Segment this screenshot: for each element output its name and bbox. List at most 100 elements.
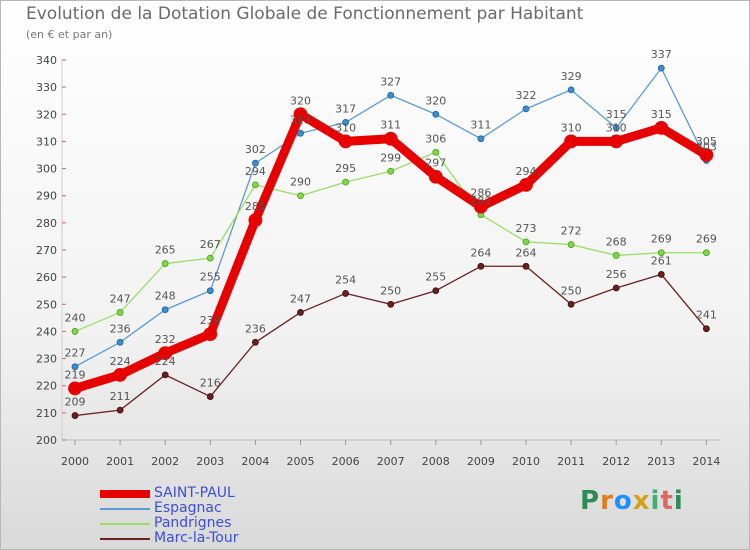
data-point xyxy=(161,306,169,314)
data-label: 311 xyxy=(470,119,491,132)
y-tick-label: 330 xyxy=(36,81,57,94)
data-point xyxy=(654,120,669,135)
data-label: 315 xyxy=(651,108,672,121)
x-tick-label: 2002 xyxy=(151,455,179,468)
y-tick-label: 260 xyxy=(36,271,57,284)
data-point xyxy=(297,309,304,316)
data-label: 264 xyxy=(516,246,537,259)
data-label: 311 xyxy=(380,119,401,132)
data-point xyxy=(522,262,530,270)
data-label: 247 xyxy=(290,292,311,305)
data-label: 241 xyxy=(696,309,717,322)
data-point xyxy=(522,238,530,246)
data-label: 219 xyxy=(65,368,86,381)
data-label: 320 xyxy=(290,94,311,107)
data-point xyxy=(251,159,259,167)
data-label: 265 xyxy=(155,244,176,257)
data-point xyxy=(522,105,530,113)
x-tick-label: 2011 xyxy=(557,455,585,468)
data-point xyxy=(567,86,575,94)
data-label: 337 xyxy=(651,48,672,61)
data-point xyxy=(293,107,308,122)
data-point xyxy=(116,309,124,316)
data-label: 295 xyxy=(335,162,356,175)
legend-item-saint-paul: SAINT-PAUL xyxy=(100,485,300,502)
y-tick-label: 240 xyxy=(36,325,57,338)
data-point xyxy=(206,287,214,295)
data-point xyxy=(116,338,124,346)
data-point xyxy=(612,252,620,259)
data-label: 255 xyxy=(200,271,221,284)
data-label: 317 xyxy=(335,102,356,115)
y-tick-label: 220 xyxy=(36,380,57,393)
data-label: 302 xyxy=(245,143,266,156)
data-label: 310 xyxy=(561,121,582,134)
data-point xyxy=(657,249,665,257)
data-point xyxy=(703,249,710,257)
data-point xyxy=(342,119,350,126)
data-point xyxy=(387,167,395,175)
data-point xyxy=(567,241,575,248)
data-label: 224 xyxy=(110,355,131,368)
data-label: 239 xyxy=(200,314,221,327)
x-tick-label: 2007 xyxy=(377,455,405,468)
data-label: 236 xyxy=(245,322,266,335)
x-tick-label: 2012 xyxy=(602,455,630,468)
data-point xyxy=(203,327,218,342)
data-point xyxy=(158,346,173,361)
data-label: 290 xyxy=(290,176,311,189)
y-tick-label: 210 xyxy=(36,407,57,420)
y-tick-label: 290 xyxy=(36,190,57,203)
legend-swatch xyxy=(100,523,150,525)
data-label: 310 xyxy=(606,121,627,134)
data-point xyxy=(161,371,169,379)
data-point xyxy=(71,412,79,419)
legend-swatch xyxy=(100,508,150,510)
data-point xyxy=(387,300,395,308)
data-point xyxy=(113,367,127,382)
data-label: 329 xyxy=(561,70,582,83)
data-label: 322 xyxy=(516,89,537,102)
data-label: 327 xyxy=(380,75,401,88)
data-point xyxy=(519,177,533,192)
data-label: 216 xyxy=(200,377,221,390)
data-label: 227 xyxy=(65,347,86,360)
legend-label: Marc-la-Tour xyxy=(154,530,239,546)
y-tick-label: 320 xyxy=(36,108,57,121)
data-label: 250 xyxy=(380,284,401,297)
proxiti-logo: Proxiti xyxy=(580,486,684,516)
data-label: 209 xyxy=(65,396,86,409)
y-tick-label: 340 xyxy=(36,54,57,67)
y-tick-label: 200 xyxy=(36,434,57,447)
legend-label: SAINT-PAUL xyxy=(154,485,235,501)
data-label: 247 xyxy=(110,292,131,305)
data-label: 305 xyxy=(696,135,717,148)
data-point xyxy=(248,213,263,228)
data-point xyxy=(161,260,169,267)
data-label: 286 xyxy=(470,187,491,200)
data-label: 268 xyxy=(606,235,627,248)
data-label: 255 xyxy=(425,271,446,284)
legend-item-marc-la-tour: Marc-la-Tour xyxy=(100,530,300,547)
logo-letter: i xyxy=(673,486,684,516)
data-label: 269 xyxy=(696,233,717,246)
x-tick-label: 2006 xyxy=(332,455,360,468)
data-point xyxy=(71,328,79,335)
data-point xyxy=(206,254,214,262)
logo-letter: P xyxy=(580,486,601,516)
y-tick-label: 230 xyxy=(36,353,57,366)
data-point xyxy=(477,262,485,270)
x-tick-label: 2009 xyxy=(467,455,495,468)
data-point xyxy=(612,124,620,132)
logo-letter: o xyxy=(613,486,633,516)
x-tick-label: 2014 xyxy=(692,455,720,468)
data-label: 273 xyxy=(516,222,537,235)
y-tick-label: 250 xyxy=(36,298,57,311)
data-label: 264 xyxy=(470,246,491,259)
data-point xyxy=(564,134,578,149)
data-point xyxy=(609,134,624,149)
data-point xyxy=(657,271,665,278)
data-label: 240 xyxy=(65,311,86,324)
